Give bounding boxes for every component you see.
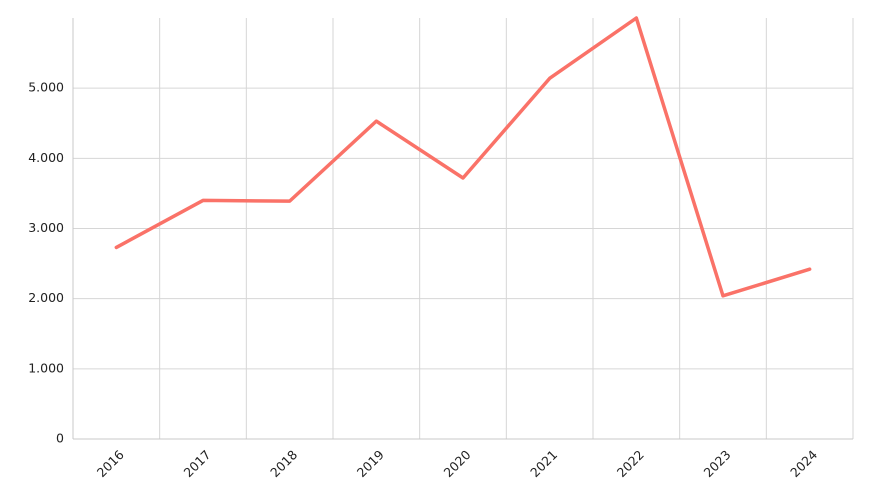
x-tick-label: 2019: [354, 447, 387, 480]
x-tick-label: 2023: [700, 447, 733, 480]
x-tick-label: 2024: [787, 447, 820, 480]
x-tick-label: 2016: [94, 447, 127, 480]
y-tick-label: 5.000: [28, 80, 64, 95]
x-tick-label: 2020: [440, 447, 473, 480]
y-tick-label: 1.000: [28, 360, 64, 375]
x-tick-label: 2022: [614, 447, 647, 480]
x-tick-label: 2017: [180, 447, 213, 480]
y-tick-label: 4.000: [28, 150, 64, 165]
x-tick-label: 2021: [527, 447, 560, 480]
y-tick-label: 0: [56, 431, 64, 446]
y-tick-label: 3.000: [28, 220, 64, 235]
data-line: [114, 16, 812, 298]
y-tick-label: 2.000: [28, 290, 64, 305]
x-tick-label: 2018: [267, 447, 300, 480]
